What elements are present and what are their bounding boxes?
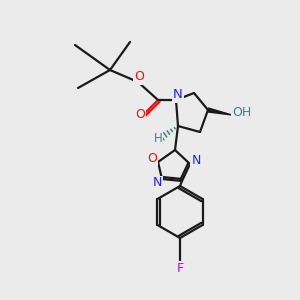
Polygon shape [208, 108, 232, 115]
Text: O: O [147, 152, 157, 166]
Text: N: N [191, 154, 201, 167]
Text: F: F [176, 262, 184, 275]
Text: O: O [134, 70, 144, 83]
Text: O: O [135, 109, 145, 122]
Text: H: H [154, 131, 162, 145]
Text: N: N [152, 176, 162, 190]
Text: OH: OH [232, 106, 252, 119]
Text: N: N [173, 88, 183, 101]
